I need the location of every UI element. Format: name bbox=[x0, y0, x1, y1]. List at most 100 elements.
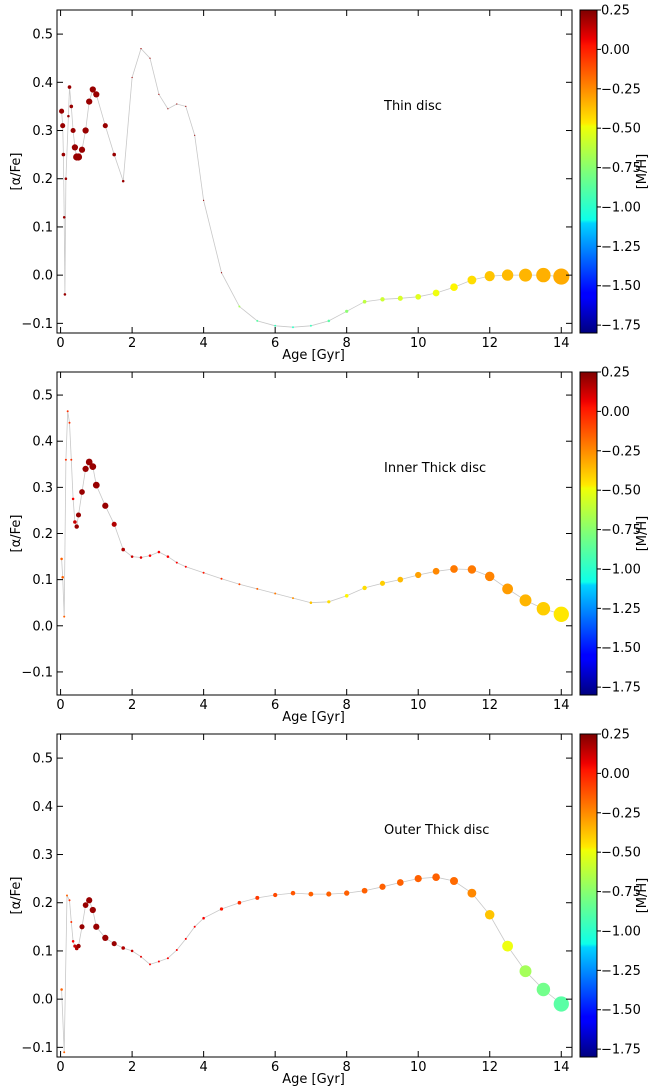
data-point bbox=[396, 879, 404, 886]
y-tick-label: 0.3 bbox=[32, 848, 53, 863]
colorbar-label: [M/H] bbox=[635, 516, 650, 552]
data-point bbox=[69, 104, 74, 109]
colorbar-gradient bbox=[579, 9, 598, 334]
data-point bbox=[60, 123, 66, 129]
data-point bbox=[111, 941, 117, 947]
data-point bbox=[121, 946, 125, 950]
x-tick-label: 8 bbox=[343, 698, 351, 713]
data-point bbox=[71, 497, 75, 501]
y-tick-label: 0.3 bbox=[32, 124, 53, 139]
data-point bbox=[89, 906, 96, 914]
colorbar-gradient bbox=[579, 371, 598, 696]
data-point bbox=[78, 146, 86, 153]
data-point bbox=[502, 940, 513, 952]
data-point bbox=[59, 108, 65, 114]
x-tick-label: 6 bbox=[271, 698, 279, 713]
data-point bbox=[140, 48, 142, 50]
x-tick-label: 12 bbox=[481, 336, 498, 351]
data-point bbox=[432, 289, 440, 297]
data-point bbox=[75, 512, 82, 518]
data-point bbox=[344, 890, 350, 896]
data-point bbox=[501, 269, 514, 281]
data-point bbox=[397, 576, 404, 583]
data-point bbox=[184, 565, 187, 568]
colorbar-tick-label: −1.75 bbox=[601, 1043, 641, 1058]
colorbar-tick-label: −1.25 bbox=[601, 240, 641, 255]
y-tick-label: −0.1 bbox=[21, 1041, 53, 1056]
trend-line bbox=[61, 876, 562, 1053]
x-axis-label: Age [Gyr] bbox=[282, 348, 345, 363]
colorbar-tick-label: 0.25 bbox=[601, 366, 630, 381]
colorbar-gradient bbox=[579, 733, 598, 1058]
x-tick-label: 14 bbox=[553, 1060, 570, 1075]
data-point bbox=[166, 957, 169, 960]
colorbar: 0.25 0.00 −0.25 −0.50 −0.75 −1.00 −1.25 −1.50 −1… bbox=[579, 4, 650, 334]
data-point bbox=[70, 921, 73, 923]
colorbar-tick-label: 0.00 bbox=[601, 43, 630, 58]
data-point bbox=[362, 299, 367, 304]
plot-frame bbox=[56, 733, 573, 1058]
data-point bbox=[467, 888, 477, 898]
data-point bbox=[71, 144, 79, 151]
data-point bbox=[467, 565, 477, 574]
data-point bbox=[70, 127, 76, 134]
data-point bbox=[292, 326, 294, 329]
colorbar-tick-label: −0.75 bbox=[601, 885, 641, 900]
data-point bbox=[66, 894, 68, 897]
data-point bbox=[220, 272, 223, 274]
colorbar-tick-label: −1.25 bbox=[601, 602, 641, 617]
data-point bbox=[203, 199, 205, 201]
data-point bbox=[361, 887, 368, 894]
trend-line bbox=[61, 411, 562, 617]
data-point bbox=[68, 899, 71, 902]
data-point bbox=[467, 275, 477, 285]
data-point bbox=[71, 940, 75, 943]
y-tick-label: 0.0 bbox=[32, 993, 53, 1008]
y-tick-label: 0.4 bbox=[32, 76, 53, 91]
x-tick-label: 10 bbox=[410, 698, 427, 713]
colorbar-tick-label: 0.00 bbox=[601, 767, 630, 782]
data-point bbox=[64, 458, 67, 461]
data-point bbox=[238, 583, 241, 586]
data-point bbox=[131, 76, 133, 79]
colorbar-tick-label: −0.50 bbox=[601, 484, 641, 499]
data-point bbox=[553, 268, 570, 285]
x-tick-label: 10 bbox=[410, 336, 427, 351]
data-point bbox=[327, 600, 331, 604]
data-point bbox=[175, 561, 178, 564]
plot-frame bbox=[56, 371, 573, 696]
data-point bbox=[184, 937, 187, 940]
colorbar-tick-label: −1.25 bbox=[601, 964, 641, 979]
data-point bbox=[345, 309, 349, 313]
y-tick-label: −0.1 bbox=[21, 317, 53, 332]
data-point bbox=[255, 895, 260, 900]
colorbar-tick-label: −1.00 bbox=[601, 924, 641, 939]
y-tick-label: 0.2 bbox=[32, 527, 53, 542]
data-point bbox=[61, 576, 64, 579]
data-point bbox=[397, 295, 403, 301]
data-point bbox=[102, 123, 108, 129]
x-tick-label: 4 bbox=[199, 336, 207, 351]
data-point bbox=[193, 925, 196, 928]
data-point bbox=[130, 949, 134, 953]
data-point bbox=[379, 580, 386, 586]
x-tick-label: 14 bbox=[553, 698, 570, 713]
colorbar-tick-label: 0.25 bbox=[601, 728, 630, 743]
colorbar-tick-label: −1.00 bbox=[601, 562, 641, 577]
data-point bbox=[166, 555, 170, 558]
y-tick-label: 0.5 bbox=[32, 389, 53, 404]
data-point bbox=[89, 463, 97, 470]
data-point bbox=[111, 521, 117, 527]
data-point bbox=[158, 93, 160, 95]
y-axis-label: [α/Fe] bbox=[9, 153, 24, 191]
panel-2: 0 2 4 6 8 10 12 14 −0.1 0.0 0.1 0.2 0.3 0.4 0.5 Age [Gy… bbox=[9, 366, 650, 726]
colorbar-label: [M/H] bbox=[635, 878, 650, 914]
data-point bbox=[484, 910, 495, 920]
colorbar-tick-label: −0.50 bbox=[601, 846, 641, 861]
colorbar: 0.25 0.00 −0.25 −0.50 −0.75 −1.00 −1.25 −1.50 −1… bbox=[579, 366, 650, 696]
y-tick-label: −0.1 bbox=[21, 665, 53, 680]
x-tick-label: 0 bbox=[56, 336, 64, 351]
panel-annotation: Thin disc bbox=[383, 99, 442, 114]
x-tick-label: 14 bbox=[553, 336, 570, 351]
data-point bbox=[82, 902, 89, 908]
